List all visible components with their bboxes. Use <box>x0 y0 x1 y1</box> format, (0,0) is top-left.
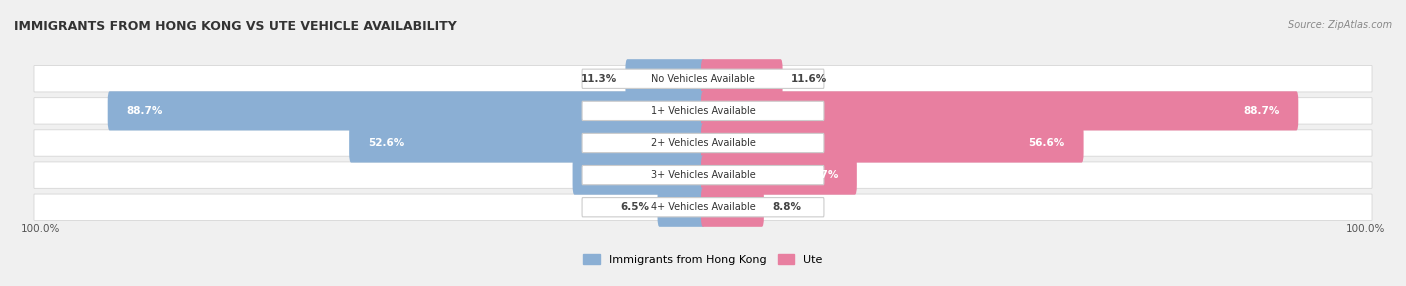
Text: 2+ Vehicles Available: 2+ Vehicles Available <box>651 138 755 148</box>
FancyBboxPatch shape <box>34 98 1372 124</box>
Text: No Vehicles Available: No Vehicles Available <box>651 74 755 84</box>
FancyBboxPatch shape <box>702 156 856 195</box>
Legend: Immigrants from Hong Kong, Ute: Immigrants from Hong Kong, Ute <box>579 250 827 269</box>
Text: 11.6%: 11.6% <box>790 74 827 84</box>
FancyBboxPatch shape <box>582 69 824 88</box>
FancyBboxPatch shape <box>582 166 824 185</box>
FancyBboxPatch shape <box>702 91 1298 130</box>
FancyBboxPatch shape <box>658 188 704 227</box>
FancyBboxPatch shape <box>34 162 1372 188</box>
FancyBboxPatch shape <box>582 133 824 153</box>
Text: 19.2%: 19.2% <box>592 170 627 180</box>
Text: 56.6%: 56.6% <box>1029 138 1064 148</box>
Text: Source: ZipAtlas.com: Source: ZipAtlas.com <box>1288 20 1392 30</box>
FancyBboxPatch shape <box>702 188 763 227</box>
FancyBboxPatch shape <box>34 194 1372 221</box>
Text: 3+ Vehicles Available: 3+ Vehicles Available <box>651 170 755 180</box>
Text: IMMIGRANTS FROM HONG KONG VS UTE VEHICLE AVAILABILITY: IMMIGRANTS FROM HONG KONG VS UTE VEHICLE… <box>14 20 457 33</box>
FancyBboxPatch shape <box>34 65 1372 92</box>
Text: 8.8%: 8.8% <box>772 202 801 212</box>
Text: 11.3%: 11.3% <box>581 74 617 84</box>
Text: 1+ Vehicles Available: 1+ Vehicles Available <box>651 106 755 116</box>
Text: 100.0%: 100.0% <box>1346 224 1385 234</box>
FancyBboxPatch shape <box>702 59 783 98</box>
Text: 52.6%: 52.6% <box>368 138 404 148</box>
FancyBboxPatch shape <box>582 101 824 120</box>
FancyBboxPatch shape <box>572 156 704 195</box>
FancyBboxPatch shape <box>34 130 1372 156</box>
FancyBboxPatch shape <box>108 91 704 130</box>
FancyBboxPatch shape <box>349 124 704 162</box>
Text: 88.7%: 88.7% <box>1243 106 1279 116</box>
Text: 4+ Vehicles Available: 4+ Vehicles Available <box>651 202 755 212</box>
Text: 100.0%: 100.0% <box>21 224 60 234</box>
Text: 6.5%: 6.5% <box>620 202 650 212</box>
Text: 22.7%: 22.7% <box>801 170 838 180</box>
Text: 88.7%: 88.7% <box>127 106 163 116</box>
FancyBboxPatch shape <box>582 198 824 217</box>
FancyBboxPatch shape <box>626 59 704 98</box>
FancyBboxPatch shape <box>702 124 1084 162</box>
